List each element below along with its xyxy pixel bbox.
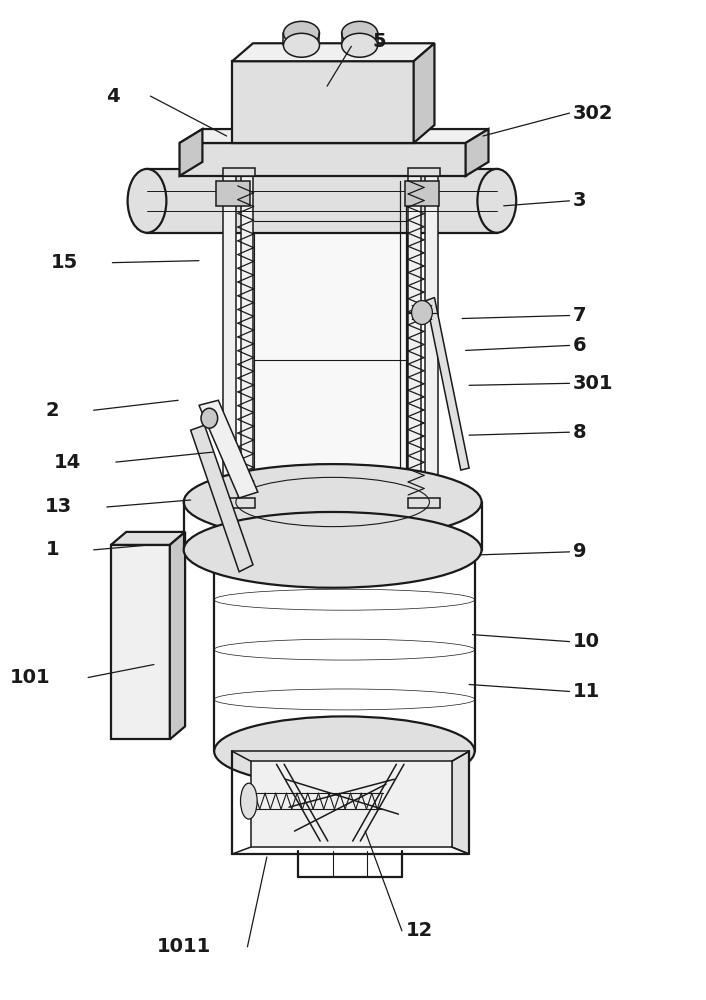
Polygon shape bbox=[179, 129, 489, 143]
Bar bbox=[223, 168, 255, 176]
Polygon shape bbox=[426, 298, 469, 470]
Text: 13: 13 bbox=[45, 497, 72, 516]
Ellipse shape bbox=[342, 21, 378, 45]
Ellipse shape bbox=[477, 169, 516, 233]
Text: 11: 11 bbox=[573, 682, 600, 701]
Text: 301: 301 bbox=[573, 374, 614, 393]
Bar bbox=[405, 181, 438, 206]
Bar bbox=[426, 176, 438, 500]
Polygon shape bbox=[179, 143, 466, 176]
Text: 7: 7 bbox=[573, 306, 587, 325]
Ellipse shape bbox=[128, 169, 167, 233]
Text: 8: 8 bbox=[573, 423, 587, 442]
Polygon shape bbox=[111, 545, 170, 739]
Text: 101: 101 bbox=[9, 668, 50, 687]
Ellipse shape bbox=[214, 716, 474, 786]
Bar bbox=[223, 498, 255, 508]
Text: 1011: 1011 bbox=[157, 937, 211, 956]
Text: 12: 12 bbox=[405, 921, 433, 940]
Ellipse shape bbox=[184, 512, 481, 588]
Polygon shape bbox=[232, 43, 434, 61]
Bar bbox=[223, 176, 236, 500]
Polygon shape bbox=[191, 425, 253, 572]
Bar bbox=[254, 181, 407, 495]
Text: 302: 302 bbox=[573, 104, 614, 123]
Polygon shape bbox=[179, 129, 203, 176]
Text: 15: 15 bbox=[50, 253, 78, 272]
Bar bbox=[241, 176, 253, 500]
Bar bbox=[251, 761, 452, 847]
Bar bbox=[216, 181, 249, 206]
Ellipse shape bbox=[283, 21, 320, 45]
Ellipse shape bbox=[412, 301, 432, 324]
Text: 5: 5 bbox=[372, 32, 385, 51]
Bar bbox=[408, 176, 421, 500]
Ellipse shape bbox=[241, 783, 257, 819]
Text: 2: 2 bbox=[45, 401, 59, 420]
Text: 1: 1 bbox=[45, 540, 59, 559]
Ellipse shape bbox=[214, 515, 474, 585]
Polygon shape bbox=[147, 169, 497, 233]
Polygon shape bbox=[466, 129, 489, 176]
Bar bbox=[408, 168, 440, 176]
Ellipse shape bbox=[342, 33, 378, 57]
Text: 9: 9 bbox=[573, 542, 587, 561]
Text: 6: 6 bbox=[573, 336, 587, 355]
Text: 14: 14 bbox=[54, 453, 81, 472]
Text: 4: 4 bbox=[106, 87, 119, 106]
Ellipse shape bbox=[283, 33, 320, 57]
Polygon shape bbox=[199, 400, 258, 498]
Ellipse shape bbox=[201, 408, 217, 428]
Polygon shape bbox=[452, 751, 469, 854]
Polygon shape bbox=[232, 61, 414, 143]
Polygon shape bbox=[111, 532, 185, 545]
Bar bbox=[408, 498, 440, 508]
Text: 10: 10 bbox=[573, 632, 600, 651]
Text: 3: 3 bbox=[573, 191, 587, 210]
Polygon shape bbox=[170, 532, 185, 739]
Polygon shape bbox=[414, 43, 434, 143]
Ellipse shape bbox=[184, 464, 481, 540]
